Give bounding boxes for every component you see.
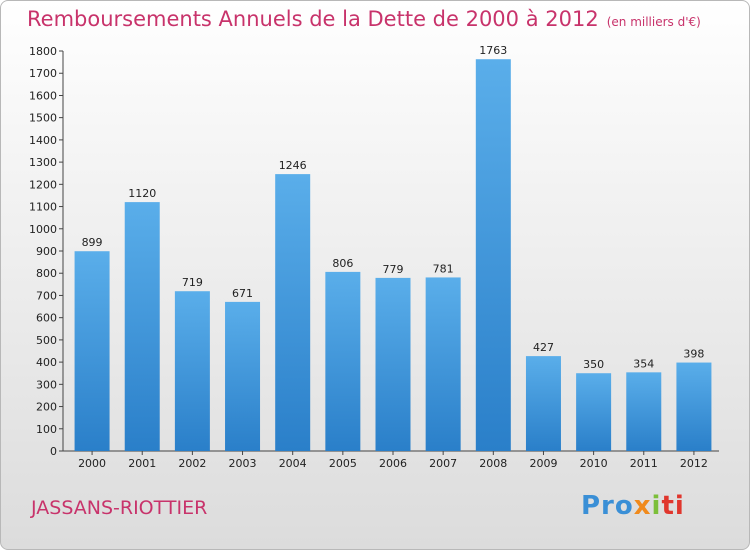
bar-2012 — [676, 362, 712, 451]
data-label-2012: 398 — [683, 348, 704, 361]
y-tick-label: 1500 — [29, 112, 57, 125]
bar-2004 — [275, 174, 311, 451]
bar-2005 — [325, 271, 361, 451]
data-label-2007: 781 — [433, 262, 454, 275]
data-label-2006: 779 — [383, 263, 404, 276]
chart-labels: 0 100 200 300 400 500 600 700 800 900 1000 1100 1200… — [29, 44, 708, 470]
bar-2002 — [174, 291, 210, 451]
data-label-2010: 350 — [583, 358, 604, 371]
data-label-2009: 427 — [533, 341, 554, 354]
y-tick-label: 1400 — [29, 134, 57, 147]
bar-2008 — [475, 59, 511, 451]
data-label-2002: 719 — [182, 276, 203, 289]
logo-part-2: x — [633, 491, 652, 521]
y-tick-label: 400 — [36, 356, 57, 369]
x-tick-label-2001: 2001 — [128, 457, 156, 470]
x-tick-label-2012: 2012 — [680, 457, 708, 470]
y-tick-label: 200 — [36, 401, 57, 414]
data-label-2003: 671 — [232, 287, 253, 300]
y-tick-label: 1800 — [29, 45, 57, 58]
y-tick-label: 1700 — [29, 67, 57, 80]
bar-2000 — [74, 251, 110, 451]
proxiti-logo: Proxiti — [581, 491, 685, 521]
x-tick-label-2008: 2008 — [479, 457, 507, 470]
data-label-2011: 354 — [633, 357, 654, 370]
x-tick-label-2006: 2006 — [379, 457, 407, 470]
x-tick-label-2011: 2011 — [630, 457, 658, 470]
chart-title-text: Remboursements Annuels de la Dette de 20… — [27, 7, 599, 31]
bar-2011 — [626, 372, 662, 451]
bar-2010 — [576, 373, 612, 451]
chart-bars — [74, 59, 712, 451]
data-label-2000: 899 — [82, 236, 103, 249]
y-tick-label: 600 — [36, 312, 57, 325]
x-tick-label-2004: 2004 — [279, 457, 307, 470]
bar-2007 — [425, 277, 461, 451]
y-tick-label: 700 — [36, 289, 57, 302]
data-label-2004: 1246 — [279, 159, 307, 172]
x-tick-label-2010: 2010 — [580, 457, 608, 470]
y-tick-label: 1000 — [29, 223, 57, 236]
bar-2006 — [375, 277, 411, 451]
x-tick-label-2002: 2002 — [178, 457, 206, 470]
x-tick-label-2007: 2007 — [429, 457, 457, 470]
x-tick-label-2005: 2005 — [329, 457, 357, 470]
logo-part-3: i — [651, 491, 662, 521]
y-tick-label: 800 — [36, 267, 57, 280]
y-tick-label: 300 — [36, 378, 57, 391]
x-tick-label-2000: 2000 — [78, 457, 106, 470]
logo-part-1: Pro — [581, 491, 634, 521]
bar-2001 — [124, 202, 160, 451]
logo-part-4: ti — [661, 491, 685, 521]
town-name: JASSANS-RIOTTIER — [31, 497, 208, 519]
bar-2009 — [525, 356, 561, 451]
y-tick-label: 0 — [50, 445, 57, 458]
data-label-2008: 1763 — [479, 44, 507, 57]
y-tick-label: 1200 — [29, 178, 57, 191]
y-tick-label: 100 — [36, 423, 57, 436]
y-tick-label: 900 — [36, 245, 57, 258]
data-label-2005: 806 — [332, 257, 353, 270]
y-tick-label: 500 — [36, 334, 57, 347]
y-tick-label: 1300 — [29, 156, 57, 169]
chart-subtitle: (en milliers d'€) — [606, 15, 701, 29]
x-tick-label-2003: 2003 — [229, 457, 257, 470]
x-tick-label-2009: 2009 — [529, 457, 557, 470]
y-tick-label: 1100 — [29, 201, 57, 214]
data-label-2001: 1120 — [128, 187, 156, 200]
chart-title: Remboursements Annuels de la Dette de 20… — [27, 7, 701, 31]
y-tick-label: 1600 — [29, 89, 57, 102]
bar-2003 — [225, 301, 261, 451]
